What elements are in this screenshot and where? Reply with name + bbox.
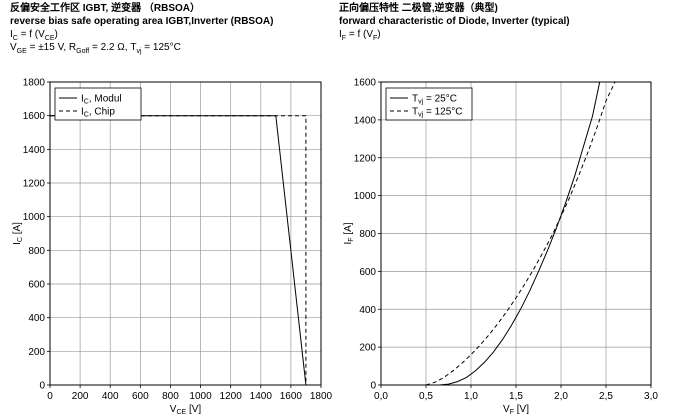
right-xtick-label: 0,5: [419, 391, 433, 402]
left-legend-label-2: IC, Chip: [81, 107, 115, 119]
left-ytick-label: 1600: [23, 111, 46, 122]
left-xtick-label: 1800: [310, 391, 333, 402]
right-plot-frame: [380, 81, 652, 386]
right-xtick-label: 1,0: [464, 391, 478, 402]
right-ytick-label: 400: [359, 305, 376, 316]
right-xtick-label: 2,0: [554, 391, 568, 402]
right-ytick-label: 600: [359, 267, 376, 278]
right-xtick-label: 3,0: [644, 391, 658, 402]
left-title-cn: 反偏安全工作区 IGBT, 逆变器 （RBSOA）: [10, 3, 201, 14]
right-legend-label-2: Tvj = 125°C: [412, 107, 462, 119]
left-plot-frame: [49, 81, 322, 386]
left-ytick-label: 1800: [23, 78, 46, 89]
right-xtick-label: 2,5: [599, 391, 613, 402]
left-chart: 0 200 400 600 800 1000 1200 1400 1600 1800 0 200 400…: [12, 78, 333, 415]
right-xtick-label: 0,0: [374, 391, 388, 402]
left-xtick-label: 0: [47, 391, 53, 402]
right-title-en: forward characteristic of Diode, Inverte…: [339, 16, 570, 27]
right-legend-label-1: Tvj = 25°C: [412, 94, 457, 106]
left-legend-label-1: IC, Modul: [81, 94, 122, 106]
left-formula: IC = f (VCE): [10, 29, 58, 42]
right-xtick-label: 1,5: [509, 391, 523, 402]
left-y-axis-label: IC [A]: [12, 222, 24, 245]
left-ytick-label: 0: [39, 381, 45, 392]
left-ytick-label: 200: [28, 347, 45, 358]
left-title-en: reverse bias safe operating area IGBT,In…: [10, 16, 274, 27]
right-chart: 0,0 0,5 1,0 1,5 2,0 2,5 3,0 0 200 400 600 800 1000 12…: [343, 78, 658, 415]
left-legend-box: [54, 87, 142, 121]
right-series-line-2: [425, 81, 616, 386]
right-x-axis-label: VF [V]: [503, 404, 529, 415]
left-conditions: VGE = ±15 V, RGoff = 2.2 Ω, Tvj = 125°C: [10, 42, 181, 55]
left-ytick-label: 400: [28, 313, 45, 324]
left-xtick-label: 400: [102, 391, 119, 402]
right-title-cn: 正向偏压特性 二极管,逆变器（典型): [339, 3, 498, 14]
left-xtick-label: 1400: [250, 391, 273, 402]
left-xtick-label: 200: [72, 391, 89, 402]
right-ytick-label: 0: [370, 381, 376, 392]
right-ytick-label: 800: [359, 229, 376, 240]
left-x-axis-label: VCE [V]: [170, 404, 202, 415]
left-xtick-label: 600: [132, 391, 149, 402]
left-ytick-label: 1000: [23, 212, 46, 223]
right-legend-box: [385, 87, 473, 121]
right-ytick-label: 1000: [354, 191, 377, 202]
left-ytick-label: 1200: [23, 179, 46, 190]
left-ytick-label: 1400: [23, 145, 46, 156]
left-xtick-label: 1000: [189, 391, 212, 402]
left-xtick-label: 1600: [280, 391, 303, 402]
left-ytick-label: 800: [28, 246, 45, 257]
right-ytick-label: 1200: [354, 153, 377, 164]
right-series-line-1: [439, 81, 601, 386]
right-ytick-label: 1600: [354, 78, 377, 89]
right-formula: IF = f (VF): [339, 29, 381, 42]
left-xtick-label: 800: [162, 391, 179, 402]
right-ytick-label: 200: [359, 343, 376, 354]
right-ytick-label: 1400: [354, 115, 377, 126]
left-xtick-label: 1200: [220, 391, 243, 402]
left-ytick-label: 600: [28, 280, 45, 291]
right-y-axis-label: IF [A]: [343, 222, 355, 244]
